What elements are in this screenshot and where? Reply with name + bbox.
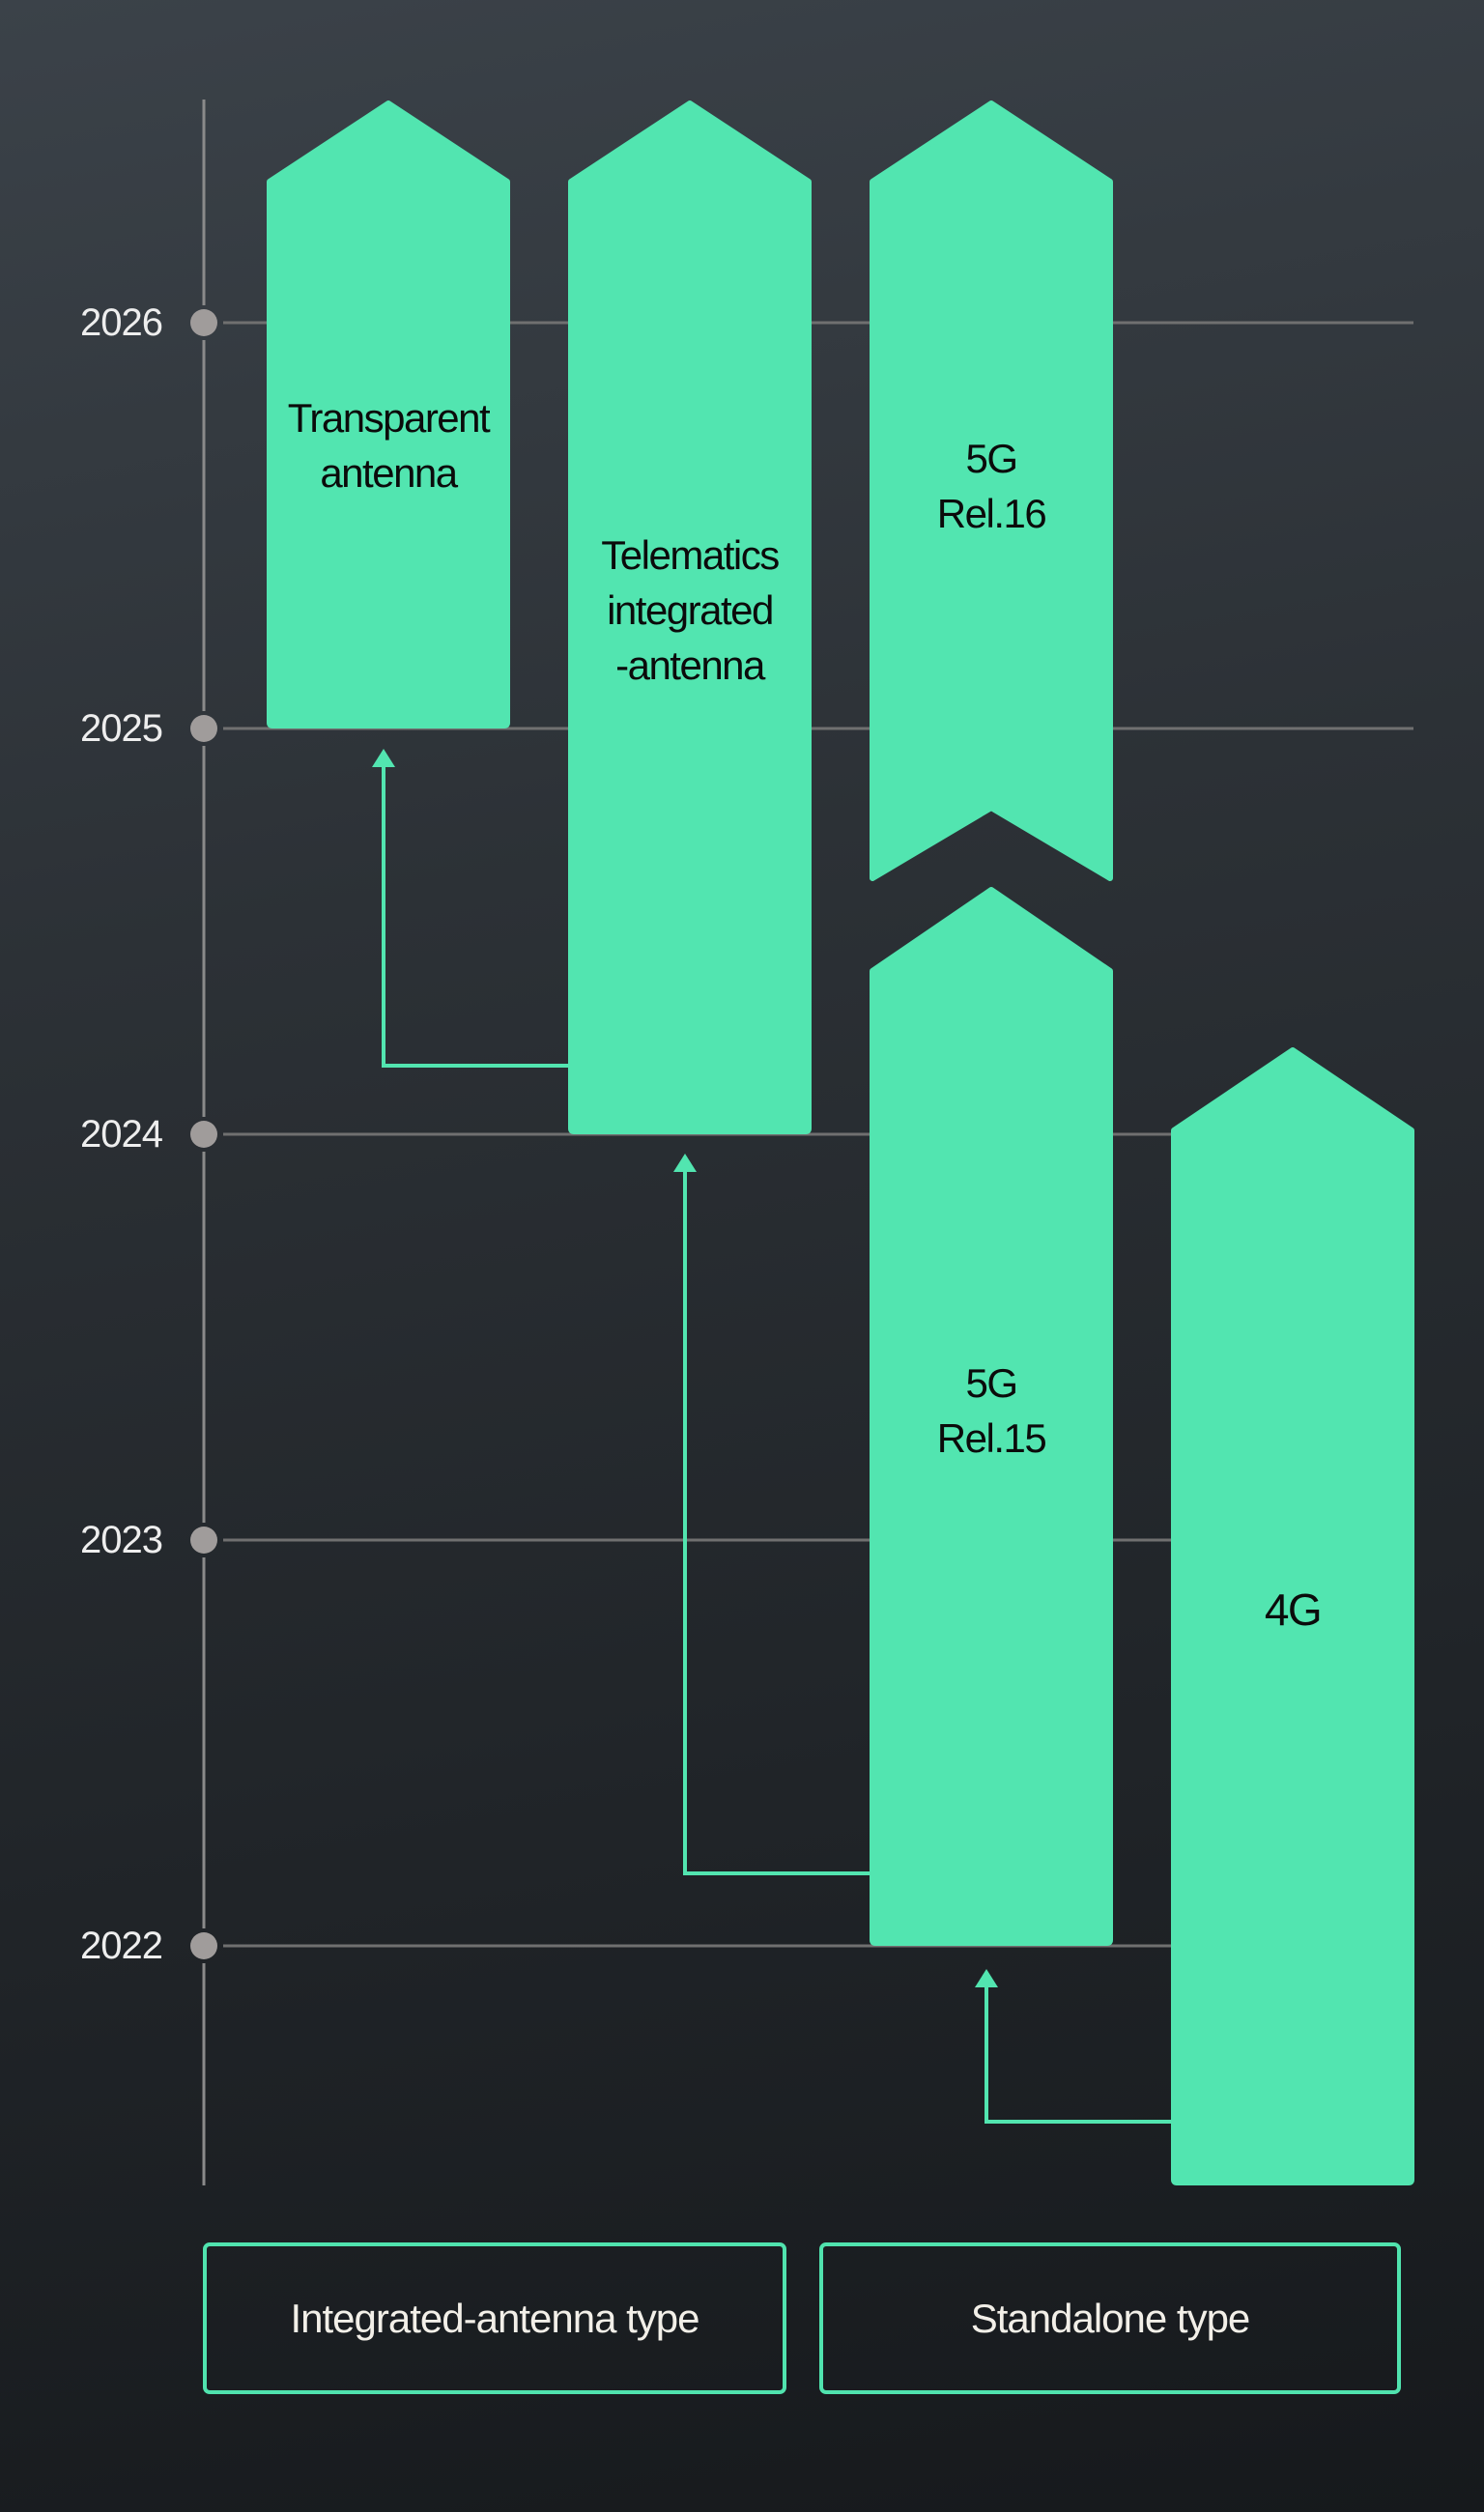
label-line: Rel.16: [936, 491, 1047, 536]
year-label-2025: 2025: [80, 707, 163, 750]
legend-label: Integrated-antenna type: [290, 2295, 699, 2341]
legend-integrated-antenna-type: Integrated-antenna type: [203, 2242, 786, 2394]
year-label-2024: 2024: [80, 1113, 163, 1156]
arrowhead-up-icon: [372, 749, 395, 767]
column-label-5g-rel16: 5G Rel.16: [870, 431, 1113, 541]
legend-standalone-type: Standalone type: [819, 2242, 1401, 2394]
column-telematics-integrated-antenna: [568, 100, 812, 1134]
label-line: Telematics: [601, 532, 780, 578]
label-line: -antenna: [615, 642, 765, 688]
column-label-telematics-integrated-antenna: Telematics integrated -antenna: [568, 528, 812, 693]
label-line: 4G: [1264, 1584, 1323, 1635]
label-line: integrated: [607, 587, 774, 633]
connector-4g-to-5grel15: [985, 1984, 1173, 2124]
column-transparent-antenna: [267, 100, 510, 728]
arrowhead-up-icon: [673, 1154, 697, 1172]
arrowheads: [372, 749, 998, 1987]
year-dot-2025: [190, 715, 217, 742]
column-5g-rel16: [870, 100, 1113, 881]
label-line: Transparent: [287, 395, 491, 441]
year-dot-2024: [190, 1121, 217, 1148]
label-line: 5G: [965, 436, 1018, 481]
year-label-2026: 2026: [80, 301, 163, 344]
column-label-4g: 4G: [1171, 1583, 1414, 1638]
connector-5grel15-to-telematics: [683, 1168, 871, 1875]
columns: [267, 100, 1414, 2185]
label-line: 5G: [965, 1360, 1018, 1406]
column-label-transparent-antenna: Transparent antenna: [267, 390, 510, 500]
column-label-5g-rel15: 5G Rel.15: [870, 1356, 1113, 1466]
year-label-2022: 2022: [80, 1925, 163, 1967]
year-dots: [190, 309, 217, 1959]
year-label-2023: 2023: [80, 1519, 163, 1561]
label-line: Rel.15: [936, 1415, 1047, 1461]
column-4g: [1171, 1047, 1414, 2185]
column-5g-rel15: [870, 887, 1113, 1946]
connector-telematics-to-transparent: [382, 763, 570, 1068]
year-dot-2022: [190, 1932, 217, 1959]
legend-label: Standalone type: [970, 2295, 1251, 2341]
year-dot-2026: [190, 309, 217, 336]
label-line: antenna: [320, 450, 458, 496]
year-dot-2023: [190, 1527, 217, 1554]
connectors: [382, 763, 1173, 2124]
arrowhead-up-icon: [975, 1969, 998, 1987]
